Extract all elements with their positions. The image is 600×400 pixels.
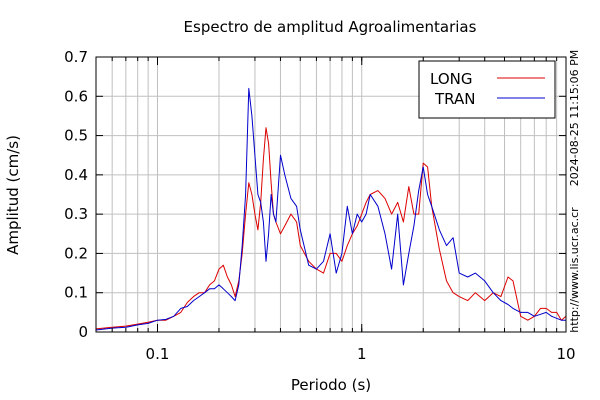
y-tick-label: 0.4 (64, 166, 88, 184)
y-tick-label: 0.2 (64, 244, 88, 262)
x-tick-label: 0.1 (146, 345, 170, 363)
timestamp-label: 2024-08-25 11:15:06 PM (568, 50, 581, 186)
y-tick-label: 0.3 (64, 205, 88, 223)
series-line-tran (95, 87, 566, 331)
grid-lines (96, 57, 566, 332)
axis-ticks: 0 0.1 0.2 0.3 0.4 0.5 0.6 0.7 0.1 1 10 (64, 48, 575, 363)
legend-label-tran: TRAN (434, 90, 475, 108)
chart-title: Espectro de amplitud Agroalimentarias (184, 18, 477, 36)
y-tick-label: 0.6 (64, 87, 88, 105)
plot-frame (95, 56, 567, 333)
y-axis-label: Amplitud (cm/s) (4, 135, 22, 255)
legend-label-long: LONG (430, 70, 472, 88)
x-tick-label: 10 (556, 345, 575, 363)
legend: LONG TRAN (418, 60, 556, 119)
source-url-label: http://www.lis.ucr.ac.cr (568, 207, 581, 333)
x-tick-label: 1 (357, 345, 367, 363)
x-axis-label: Periodo (s) (291, 376, 371, 394)
y-tick-label: 0.5 (64, 127, 88, 145)
y-tick-label: 0.7 (64, 48, 88, 66)
series-line-long (95, 127, 567, 330)
series-lines (95, 87, 567, 331)
legend-box (418, 60, 556, 119)
y-tick-label: 0 (78, 323, 88, 341)
y-tick-label: 0.1 (64, 284, 88, 302)
